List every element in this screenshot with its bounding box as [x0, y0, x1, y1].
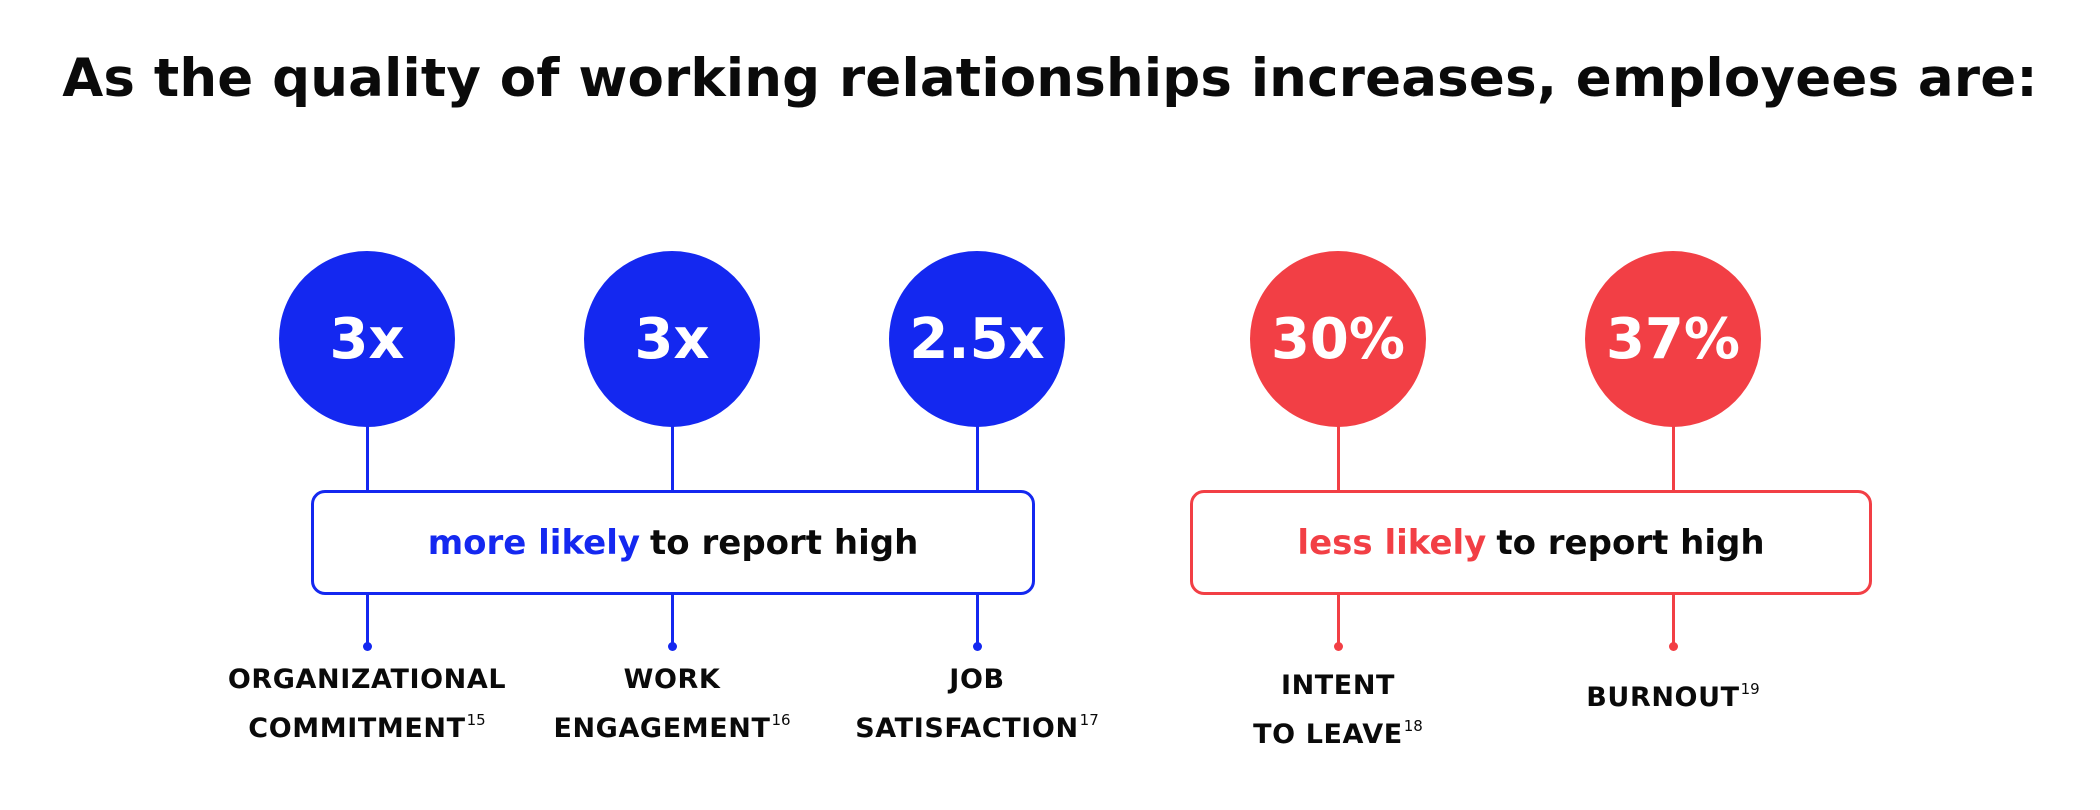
label-line: INTENT [1280, 670, 1396, 701]
connector-line [1672, 425, 1675, 491]
page-title: As the quality of working relationships … [62, 48, 2038, 109]
connector-line [1672, 594, 1675, 646]
label-line-with-ref: COMMITMENT15 [207, 700, 527, 749]
stat-circle-burnout: 37% [1585, 251, 1761, 427]
label-line-with-ref: SATISFACTION17 [817, 700, 1137, 749]
footnote-ref: 19 [1740, 680, 1760, 698]
connector-line [976, 594, 979, 646]
stat-circle-organizational-commitment: 3x [279, 251, 455, 427]
label-line: SATISFACTION [855, 713, 1079, 744]
less-likely-box: less likely to report high [1190, 490, 1872, 595]
connector-dot [363, 642, 372, 651]
stat-circle-job-satisfaction: 2.5x [889, 251, 1065, 427]
footnote-ref: 15 [466, 711, 486, 729]
label-line-with-ref: TO LEAVE18 [1178, 706, 1498, 755]
label-work-engagement: WORK ENGAGEMENT16 [512, 659, 832, 749]
connector-line [366, 594, 369, 646]
label-line: ENGAGEMENT [553, 713, 771, 744]
more-likely-highlight: more likely [427, 522, 641, 563]
label-line: COMMITMENT [248, 713, 466, 744]
more-likely-rest: to report high [650, 522, 919, 563]
connector-line [1337, 594, 1340, 646]
label-line-with-ref: BURNOUT19 [1513, 669, 1833, 718]
connector-line [671, 425, 674, 491]
connector-dot [1334, 642, 1343, 651]
stat-circle-intent-to-leave: 30% [1250, 251, 1426, 427]
connector-dot [1669, 642, 1678, 651]
label-line: TO LEAVE [1253, 719, 1403, 750]
connector-line [366, 425, 369, 491]
label-line: WORK [623, 664, 721, 695]
footnote-ref: 18 [1403, 717, 1423, 735]
label-organizational-commitment: ORGANIZATIONAL COMMITMENT15 [207, 659, 527, 749]
label-line: JOB [949, 664, 1005, 695]
label-burnout: BURNOUT19 [1513, 669, 1833, 718]
more-likely-box: more likely to report high [311, 490, 1035, 595]
less-likely-highlight: less likely [1297, 522, 1487, 563]
label-job-satisfaction: JOB SATISFACTION17 [817, 659, 1137, 749]
stat-circle-work-engagement: 3x [584, 251, 760, 427]
footnote-ref: 16 [771, 711, 791, 729]
label-line: BURNOUT [1586, 682, 1740, 713]
footnote-ref: 17 [1079, 711, 1099, 729]
connector-line [1337, 425, 1340, 491]
connector-dot [668, 642, 677, 651]
connector-line [671, 594, 674, 646]
connector-dot [973, 642, 982, 651]
connector-line [976, 425, 979, 491]
less-likely-rest: to report high [1496, 522, 1765, 563]
label-line: ORGANIZATIONAL [227, 664, 507, 695]
label-line-with-ref: ENGAGEMENT16 [512, 700, 832, 749]
label-intent-to-leave: INTENT TO LEAVE18 [1178, 665, 1498, 755]
